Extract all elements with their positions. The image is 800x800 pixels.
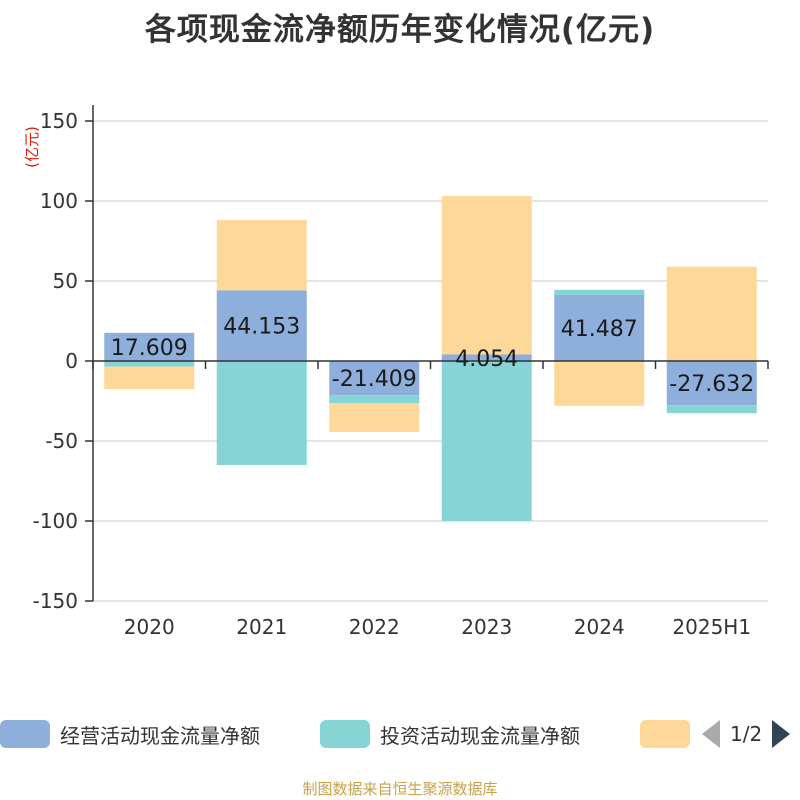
- x-tick-label-2021: 2021: [236, 615, 287, 639]
- bars: [104, 196, 757, 521]
- bar-2024-s1: [554, 289, 645, 295]
- bar-2024-s0: [554, 294, 645, 361]
- legend-label-investing: 投资活动现金流量净额: [380, 723, 580, 748]
- legend-page-indicator: 1/2: [730, 722, 763, 746]
- arrow-right-icon[interactable]: [772, 720, 791, 748]
- bar-2021-s1: [216, 361, 307, 465]
- bar-2020-s0: [104, 332, 195, 361]
- legend-item-operating[interactable]: 经营活动现金流量净额: [0, 716, 260, 752]
- data-label-2020: 17.609: [111, 336, 188, 361]
- bar-2020-s2: [104, 366, 195, 389]
- arrow-left-icon[interactable]: [702, 720, 720, 748]
- chart-title: 各项现金流净额历年变化情况(亿元): [144, 12, 656, 48]
- data-label-2023: 4.054: [455, 347, 518, 372]
- y-tick-label-0: 0: [65, 349, 78, 373]
- x-tick-label-2023: 2023: [461, 615, 512, 639]
- bar-2023-s2: [441, 196, 532, 355]
- bar-2024-s2: [554, 361, 645, 406]
- bar-2020-s1: [104, 361, 195, 367]
- y-tick-label-100: 100: [40, 189, 78, 213]
- y-tick-label--150: -150: [33, 589, 78, 613]
- bar-2022-s0: [329, 361, 420, 396]
- data-label-2022: -21.409: [332, 367, 417, 392]
- legend-swatch-operating: [0, 720, 50, 748]
- bar-2025H1-s0: [666, 361, 757, 406]
- x-tick-label-2025H1: 2025H1: [672, 615, 751, 639]
- legend-item-third[interactable]: [640, 716, 690, 752]
- x-tick-label-2022: 2022: [349, 615, 400, 639]
- y-tick-label--50: -50: [45, 429, 78, 453]
- y-tick-label--100: -100: [33, 509, 78, 533]
- y-axis-label: (亿元): [23, 126, 41, 168]
- bar-2022-s1: [329, 395, 420, 404]
- legend-item-investing[interactable]: 投资活动现金流量净额: [320, 716, 580, 752]
- bar-2022-s2: [329, 403, 420, 433]
- legend-swatch-third: [640, 720, 690, 748]
- bar-2023-s0: [441, 354, 532, 361]
- axes: 150 100 50 0 -50 -100 -150 (亿元): [23, 105, 769, 613]
- legend: 经营活动现金流量净额 投资活动现金流量净额 1/2: [0, 716, 800, 752]
- legend-pager: 1/2: [702, 716, 791, 752]
- bar-2023-s1: [441, 361, 532, 521]
- source-note: 制图数据来自恒生聚源数据库: [302, 780, 498, 798]
- bar-2021-s0: [216, 290, 307, 361]
- legend-swatch-investing: [320, 720, 370, 748]
- x-tick-label-2020: 2020: [124, 615, 175, 639]
- grid-lines: [93, 120, 768, 602]
- x-tick-label-2024: 2024: [574, 615, 625, 639]
- data-label-2021: 44.153: [223, 315, 300, 340]
- data-label-2025H1: -27.632: [669, 372, 754, 397]
- bar-2025H1-s2: [666, 266, 757, 361]
- bar-2025H1-s1: [666, 405, 757, 414]
- y-tick-label-150: 150: [40, 109, 78, 133]
- y-tick-label-50: 50: [53, 269, 78, 293]
- data-labels: 2020 2021 2022 2023 2024 2025H1 17.609 44.153 -2…: [111, 315, 754, 639]
- bar-2021-s2: [216, 219, 307, 291]
- legend-label-operating: 经营活动现金流量净额: [60, 723, 260, 748]
- data-label-2024: 41.487: [561, 317, 638, 342]
